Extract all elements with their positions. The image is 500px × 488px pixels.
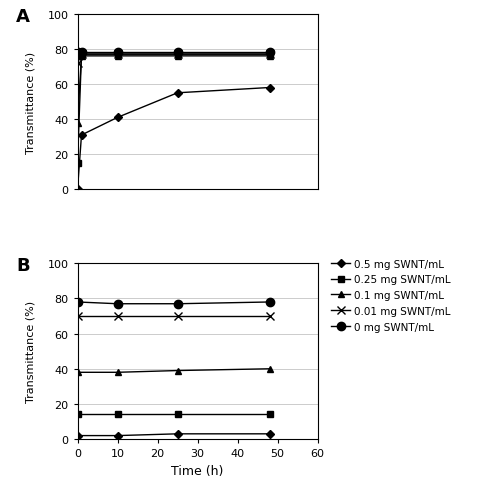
Text: A: A <box>16 8 30 25</box>
Y-axis label: Transmittance (%): Transmittance (%) <box>26 301 36 403</box>
Legend: 0.5 mg SWNT/mL, 0.25 mg SWNT/mL, 0.1 mg SWNT/mL, 0.01 mg SWNT/mL, 0 mg SWNT/mL: 0.5 mg SWNT/mL, 0.25 mg SWNT/mL, 0.1 mg … <box>327 255 455 336</box>
X-axis label: Time (h): Time (h) <box>172 464 224 477</box>
Text: B: B <box>16 257 30 275</box>
Y-axis label: Transmittance (%): Transmittance (%) <box>26 51 36 153</box>
